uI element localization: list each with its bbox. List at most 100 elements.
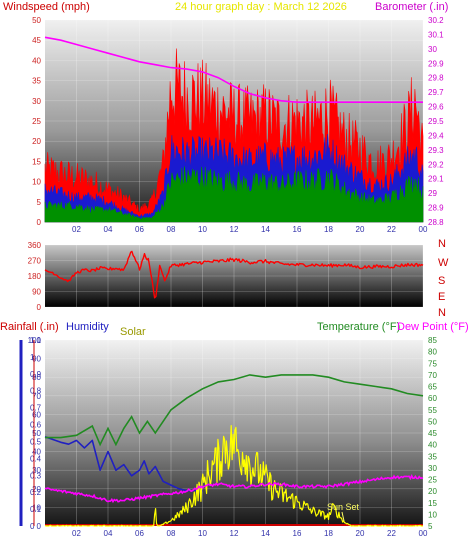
y-tick-label-40: 40: [32, 56, 41, 65]
y-tick-label-360: 360: [28, 241, 42, 250]
direction-panel-series: [44, 250, 424, 299]
y-tick-label-30: 30: [32, 466, 41, 475]
rainfall-axis-label: Rainfall (.in): [0, 321, 59, 333]
temp-tick-label-25: 25: [428, 476, 437, 485]
series-low: [44, 166, 424, 223]
y-tick-label-90: 90: [32, 355, 41, 364]
rain-tick-label-0-4: 0.4: [30, 454, 42, 463]
series-direction: [44, 250, 424, 299]
y-tick-label-0: 0: [37, 303, 42, 312]
temp-tick-label-10: 10: [428, 510, 437, 519]
x-tick-label-22: 22: [387, 529, 396, 538]
x-tick-label-16: 16: [293, 529, 302, 538]
direction-panel-background: [45, 245, 423, 307]
x-tick-label-02: 02: [72, 529, 81, 538]
dir-label-1: W: [438, 257, 449, 269]
series-barometer: [44, 36, 423, 103]
y-tick-label-10: 10: [32, 178, 41, 187]
baro-tick-label-29-2: 29.2: [428, 160, 444, 169]
temp-tick-label-60: 60: [428, 394, 437, 403]
solar-axis-label: Solar: [120, 326, 146, 338]
temp-tick-label-20: 20: [428, 487, 437, 496]
baro-tick-label-29-7: 29.7: [428, 88, 444, 97]
wind-panel-axes: 02 04 06 08 10 12 14 16 18 20 22 000510152025303540…: [32, 16, 444, 234]
temp-tick-label-80: 80: [428, 348, 437, 357]
bottom-panel-axes: 02 04 06 08 10 12 14 16 18 20 22 000102030405060708…: [19, 336, 437, 538]
x-tick-label-00: 00: [419, 529, 428, 538]
rain-tick-label-0: 0: [30, 522, 35, 531]
x-tick-label-12: 12: [230, 529, 239, 538]
y-tick-label-100: 100: [28, 336, 42, 345]
series-solar: [44, 425, 423, 527]
y-tick-label-40: 40: [32, 448, 41, 457]
dir-label-3: E: [438, 291, 445, 303]
dew-point-axis-label: Dew Point (°F): [397, 321, 469, 333]
temp-tick-label-85: 85: [428, 336, 437, 345]
rain-tick-label-0-1: 0.1: [30, 505, 42, 514]
temp-tick-label-35: 35: [428, 452, 437, 461]
y-tick-label-20: 20: [32, 485, 41, 494]
rain-tick-label-0-7: 0.7: [30, 404, 42, 413]
x-tick-label-08: 08: [167, 529, 176, 538]
bottom-panel-series: [44, 374, 424, 527]
direction-panel-axes: 0 90 180 270 360: [28, 241, 42, 312]
y-tick-label-0: 0: [37, 522, 42, 531]
baro-tick-label-28-9: 28.9: [428, 204, 444, 213]
baro-tick-label-29-8: 29.8: [428, 74, 444, 83]
temp-tick-label-15: 15: [428, 499, 437, 508]
x-tick-label-08: 08: [167, 225, 176, 234]
wind-panel-series: [44, 36, 424, 223]
x-tick-label-10: 10: [198, 225, 207, 234]
series-temperature: [45, 374, 424, 447]
y-tick-label-35: 35: [32, 77, 41, 86]
humidity-axis-label: Humidity: [66, 321, 109, 333]
rain-tick-label-0-3: 0.3: [30, 471, 42, 480]
x-tick-label-14: 14: [261, 225, 270, 234]
y-tick-label-15: 15: [32, 157, 41, 166]
temp-tick-label-55: 55: [428, 406, 437, 415]
temp-tick-label-70: 70: [428, 371, 437, 380]
rain-tick-label-0-8: 0.8: [30, 387, 42, 396]
y-tick-label-5: 5: [37, 198, 42, 207]
x-tick-label-18: 18: [324, 225, 333, 234]
y-tick-label-180: 180: [28, 272, 42, 281]
baro-tick-label-29-9: 29.9: [428, 59, 444, 68]
y-tick-label-270: 270: [28, 257, 42, 266]
x-tick-label-18: 18: [324, 529, 333, 538]
x-tick-label-12: 12: [230, 225, 239, 234]
y-tick-label-20: 20: [32, 137, 41, 146]
temp-tick-label-75: 75: [428, 359, 437, 368]
y-tick-label-80: 80: [32, 373, 41, 382]
baro-tick-label-30-1: 30.1: [428, 30, 444, 39]
x-tick-label-04: 04: [104, 529, 113, 538]
baro-tick-label-29-1: 29.1: [428, 175, 444, 184]
temp-tick-label-5: 5: [428, 522, 433, 531]
x-tick-label-22: 22: [387, 225, 396, 234]
baro-tick-label-30-2: 30.2: [428, 16, 444, 25]
x-tick-label-02: 02: [72, 225, 81, 234]
chart-title: 24 hour graph day : March 12 2026: [175, 1, 347, 13]
x-tick-label-16: 16: [293, 225, 302, 234]
rain-tick-label-0-9: 0.9: [30, 370, 42, 379]
dir-label-2: S: [438, 275, 445, 287]
baro-tick-label-30: 30: [428, 45, 437, 54]
rain-tick-label-0-6: 0.6: [30, 421, 42, 430]
x-tick-label-14: 14: [261, 529, 270, 538]
y-tick-label-90: 90: [32, 288, 41, 297]
x-tick-label-20: 20: [356, 529, 365, 538]
y-tick-label-30: 30: [32, 97, 41, 106]
sunset-marker: [341, 511, 345, 522]
y-tick-label-70: 70: [32, 392, 41, 401]
baro-tick-label-29-4: 29.4: [428, 131, 444, 140]
temperature-axis-label: Temperature (°F): [317, 321, 400, 333]
rain-tick-label-1-1: 1.1: [30, 336, 42, 345]
y-tick-label-50: 50: [32, 16, 41, 25]
baro-tick-label-29: 29: [428, 189, 437, 198]
dir-label-0: N: [438, 238, 446, 250]
windspeed-axis-label: Windspeed (mph): [3, 1, 90, 13]
temp-tick-label-50: 50: [428, 417, 437, 426]
baro-tick-label-29-6: 29.6: [428, 103, 444, 112]
rain-tick-label-0-5: 0.5: [30, 437, 42, 446]
sunset-annotation: Sun Set: [327, 502, 360, 512]
